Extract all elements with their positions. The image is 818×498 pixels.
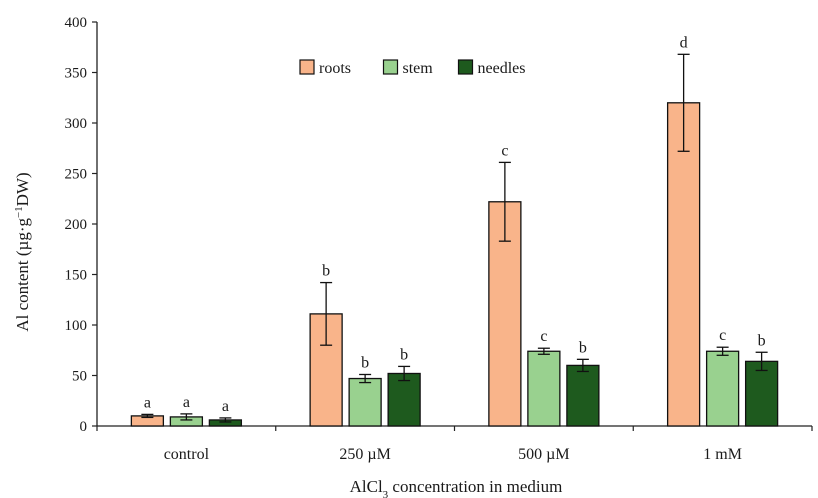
y-tick-label: 350 bbox=[65, 66, 88, 82]
significance-letter: b bbox=[400, 346, 408, 363]
y-axis-label: Al content (µg·g−1DW) bbox=[13, 172, 32, 331]
y-axis: 0 50 100 150 200 250 300 350 400 bbox=[65, 15, 98, 435]
bar bbox=[666, 102, 701, 427]
legend-swatch bbox=[299, 59, 315, 75]
significance-letter: b bbox=[579, 339, 587, 356]
legend-swatch bbox=[457, 59, 474, 75]
legend-swatch bbox=[382, 59, 399, 75]
significance-letter: b bbox=[758, 332, 766, 349]
legend-item: roots bbox=[299, 59, 351, 77]
x-tick-label: 1 mM bbox=[703, 446, 742, 463]
significance-letter: b bbox=[322, 263, 330, 280]
y-tick-label: 100 bbox=[65, 318, 88, 334]
significance-letter: a bbox=[183, 394, 190, 411]
x-axis: control 250 µM 500 µM 1 mM bbox=[96, 425, 813, 463]
y-tick-label: 200 bbox=[65, 217, 88, 233]
bar-group: b b b bbox=[309, 263, 421, 427]
legend-label: stem bbox=[403, 60, 434, 77]
bar-group: d c b bbox=[666, 34, 779, 427]
y-tick-label: 300 bbox=[65, 116, 88, 132]
significance-letter: a bbox=[144, 394, 151, 411]
legend-item: stem bbox=[382, 59, 434, 77]
bar-group: c c b bbox=[488, 142, 600, 427]
y-tick-label: 0 bbox=[80, 419, 88, 435]
legend-label: roots bbox=[319, 60, 351, 77]
bar-groups: a a a b b b c c b d c b bbox=[130, 34, 779, 427]
y-tick-label: 400 bbox=[65, 15, 88, 31]
significance-letter: d bbox=[680, 34, 688, 51]
x-tick-label: 250 µM bbox=[339, 446, 390, 463]
x-axis-label: AlCl3 concentration in medium bbox=[350, 477, 563, 498]
bar bbox=[387, 372, 421, 427]
significance-letter: c bbox=[540, 328, 547, 345]
bar bbox=[527, 350, 561, 427]
x-tick-label: control bbox=[164, 446, 210, 463]
legend-item: needles bbox=[457, 59, 526, 77]
bar bbox=[744, 360, 779, 427]
legend-label: needles bbox=[478, 60, 526, 77]
significance-letter: a bbox=[222, 398, 229, 415]
significance-letter: c bbox=[501, 142, 508, 159]
y-tick-label: 50 bbox=[72, 369, 87, 385]
x-tick-label: 500 µM bbox=[518, 446, 569, 463]
significance-letter: b bbox=[361, 354, 369, 371]
y-tick-label: 250 bbox=[65, 167, 88, 183]
y-tick-label: 150 bbox=[65, 268, 88, 284]
bar bbox=[566, 364, 600, 427]
legend: roots stem needles bbox=[299, 59, 526, 77]
bar bbox=[348, 377, 382, 427]
bar bbox=[705, 350, 740, 427]
significance-letter: c bbox=[719, 327, 726, 344]
